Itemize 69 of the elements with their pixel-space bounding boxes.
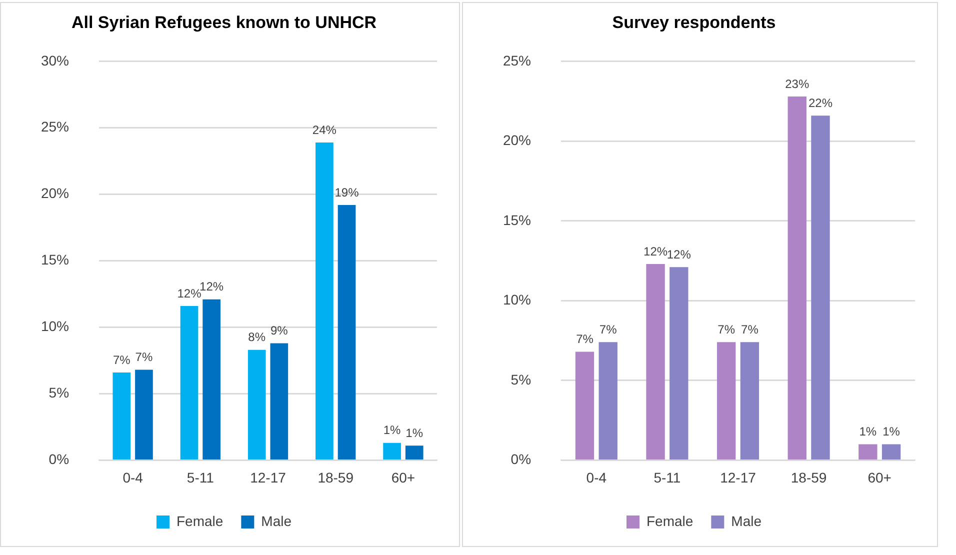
data-label: 1% <box>859 424 877 439</box>
y-tick-label: 10% <box>502 292 532 308</box>
data-label: 22% <box>808 96 833 110</box>
bar <box>670 267 688 460</box>
bar <box>338 204 356 460</box>
y-tick-label: 10% <box>40 318 70 334</box>
data-label: 7% <box>576 332 594 346</box>
y-tick-label: 15% <box>502 212 532 228</box>
data-label: 12% <box>177 286 202 300</box>
y-tick-label: 5% <box>48 384 70 401</box>
y-tick-label: 15% <box>40 252 70 268</box>
data-label: 1% <box>383 423 402 438</box>
bar <box>383 442 401 460</box>
data-label: 12% <box>666 247 692 262</box>
chart-title: All Syrian Refugees known to UNHCR <box>71 12 377 32</box>
x-tick-label: 18-59 <box>790 469 827 486</box>
x-tick-label: 5-11 <box>186 469 214 486</box>
data-label: 7% <box>599 322 618 336</box>
x-tick-label: 60+ <box>391 469 416 486</box>
y-tick-label: 0% <box>510 451 532 468</box>
x-tick-label: 5-11 <box>654 469 681 486</box>
y-tick-label: 25% <box>40 118 70 135</box>
y-tick-label: 0% <box>48 451 70 468</box>
bar <box>112 372 131 460</box>
data-label: 7% <box>741 322 759 336</box>
bar <box>316 142 334 460</box>
x-tick-label: 0-4 <box>586 469 607 486</box>
data-label: 19% <box>334 185 360 200</box>
y-tick-label: 25% <box>502 52 532 68</box>
bar <box>575 352 594 460</box>
x-tick-label: 12-17 <box>720 469 756 486</box>
bar <box>248 350 266 460</box>
legend-label: Male <box>261 512 292 529</box>
bar <box>882 444 901 460</box>
data-label: 7% <box>135 350 153 364</box>
bar <box>598 342 618 460</box>
legend-label: Female <box>176 512 224 529</box>
y-tick-label: 20% <box>40 185 70 202</box>
bar <box>405 446 424 460</box>
x-tick-label: 60+ <box>868 469 892 486</box>
bar <box>180 306 198 460</box>
bar <box>740 342 760 460</box>
bar <box>202 299 220 460</box>
data-label: 9% <box>270 324 288 338</box>
legend-label: Female <box>646 512 694 529</box>
chart-title: Survey respondents <box>612 12 776 32</box>
bar <box>646 264 665 460</box>
bar <box>135 370 153 460</box>
bar <box>716 342 736 460</box>
data-label: 1% <box>406 426 424 440</box>
data-label: 1% <box>882 424 900 439</box>
bar <box>270 343 288 460</box>
data-label: 8% <box>248 330 266 344</box>
bar <box>858 444 878 460</box>
data-label: 23% <box>785 76 810 91</box>
x-tick-label: 0-4 <box>122 469 144 486</box>
x-tick-label: 12-17 <box>250 469 286 486</box>
bar <box>811 116 830 460</box>
data-label: 24% <box>312 122 337 137</box>
data-label: 12% <box>644 244 668 258</box>
bar <box>788 96 806 460</box>
y-tick-label: 30% <box>40 52 70 68</box>
data-label: 12% <box>200 280 224 294</box>
data-label: 7% <box>112 352 131 367</box>
x-tick-label: 18-59 <box>318 469 354 486</box>
y-tick-label: 20% <box>502 132 532 148</box>
legend-label: Male <box>731 512 762 529</box>
y-tick-label: 5% <box>510 371 532 388</box>
data-label: 7% <box>718 322 736 336</box>
